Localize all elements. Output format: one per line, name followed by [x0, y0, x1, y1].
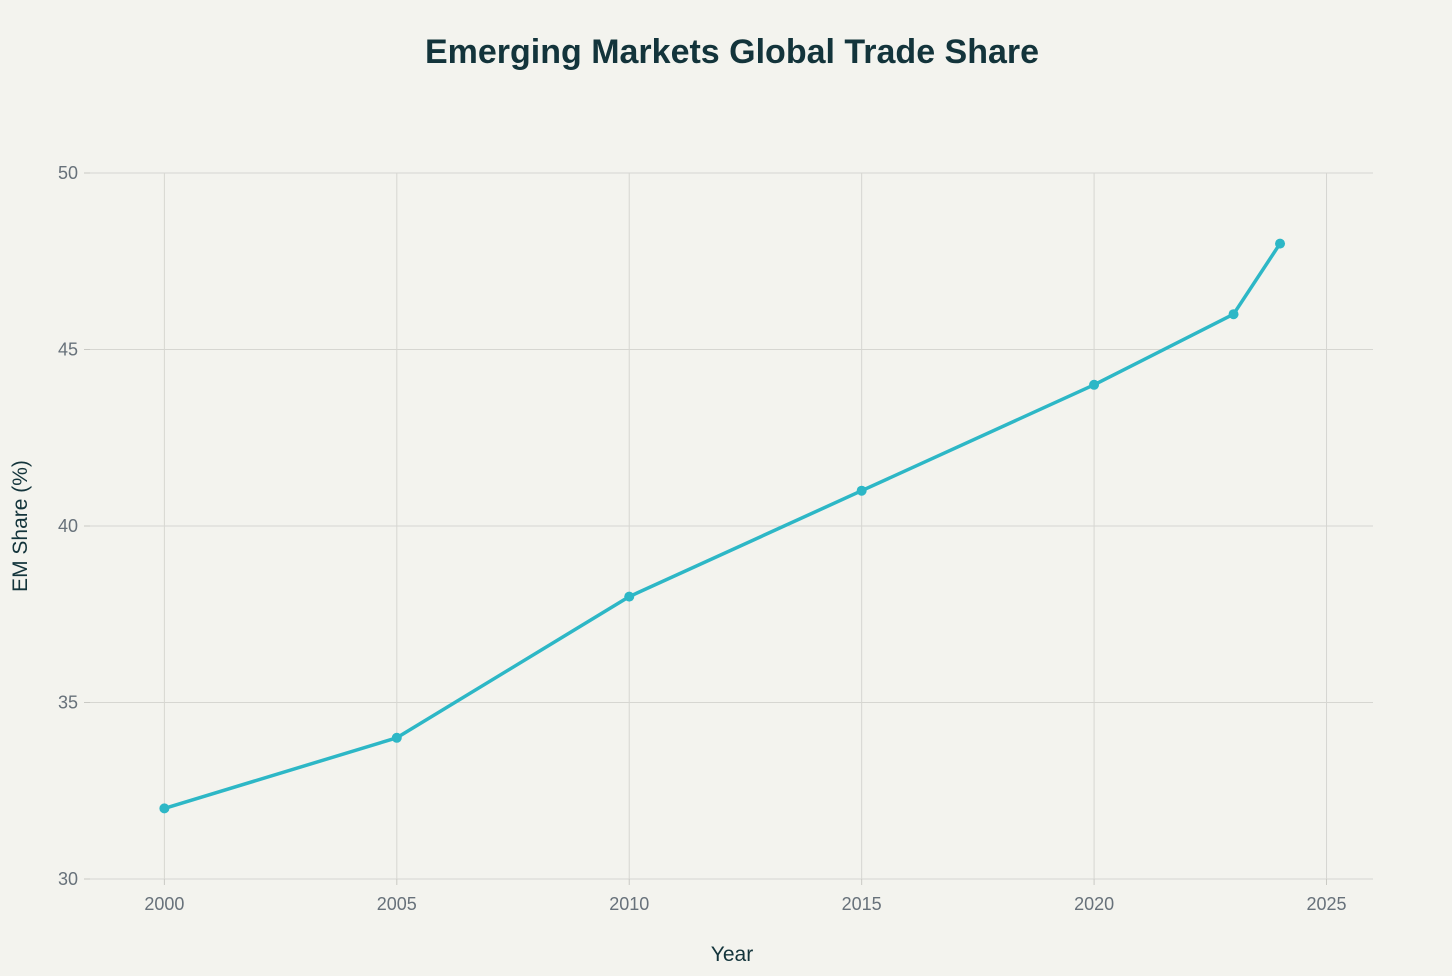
y-tick-label: 35 — [58, 693, 78, 713]
y-tick-label: 40 — [58, 516, 78, 536]
y-tick-label: 30 — [58, 869, 78, 889]
y-axis-title: EM Share (%) — [9, 460, 32, 592]
data-point[interactable] — [1089, 379, 1100, 390]
grid — [90, 172, 1373, 880]
y-tick-label: 50 — [58, 163, 78, 183]
x-tick-label: 2020 — [1074, 894, 1114, 914]
x-tick-label: 2025 — [1306, 894, 1346, 914]
data-point[interactable] — [624, 591, 635, 602]
data-point[interactable] — [1275, 238, 1286, 249]
y-tick-label: 45 — [58, 340, 78, 360]
x-tick-label: 2005 — [377, 894, 417, 914]
y-axis-ticks: 30 35 40 45 50 — [58, 163, 90, 889]
data-point[interactable] — [159, 803, 170, 814]
x-axis-ticks: 2000 2005 2010 2015 2020 2025 — [144, 879, 1347, 914]
x-tick-label: 2010 — [609, 894, 649, 914]
data-point[interactable] — [391, 732, 402, 743]
x-tick-label: 2000 — [144, 894, 184, 914]
chart-title: Emerging Markets Global Trade Share — [425, 33, 1039, 71]
data-point[interactable] — [1228, 309, 1239, 320]
data-point[interactable] — [856, 485, 867, 496]
x-axis-title: Year — [711, 943, 753, 966]
x-tick-label: 2015 — [842, 894, 882, 914]
series-layer — [159, 238, 1286, 814]
